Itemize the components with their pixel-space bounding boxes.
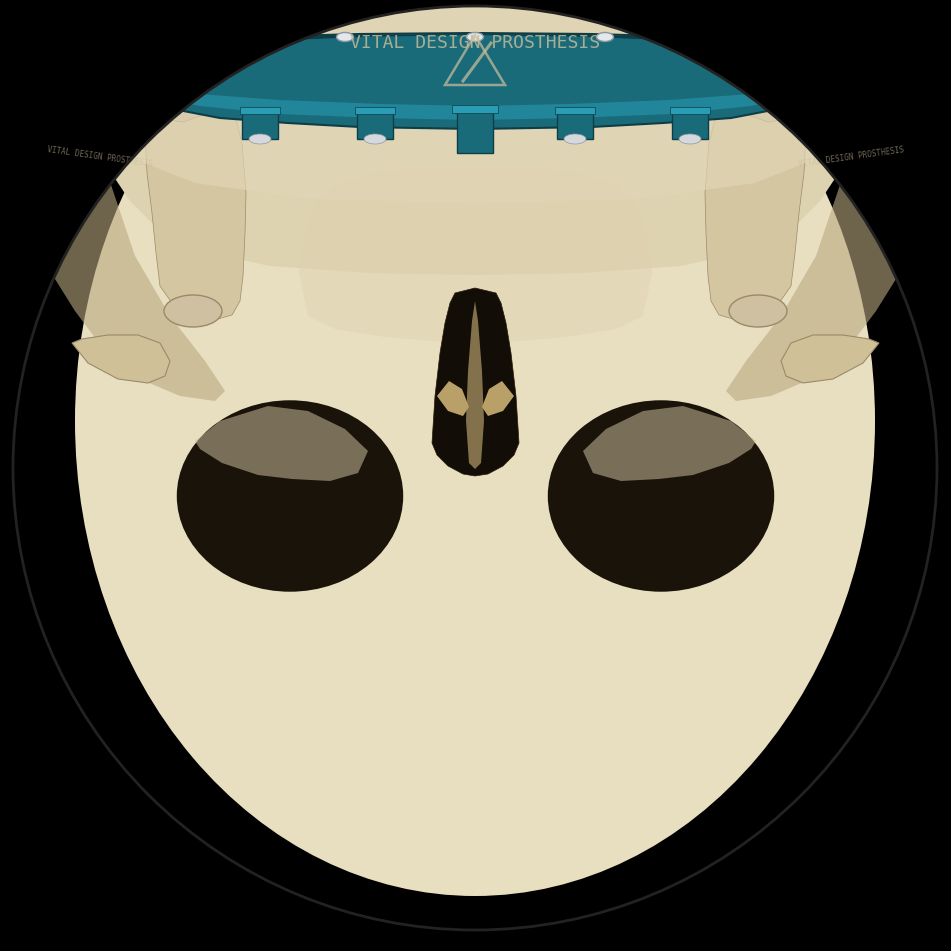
Bar	[357, 111, 393, 139]
Polygon shape	[50, 0, 225, 401]
Polygon shape	[726, 0, 901, 401]
Bar	[355, 107, 395, 114]
Ellipse shape	[164, 295, 222, 327]
Bar	[672, 111, 708, 139]
Bar	[242, 111, 278, 139]
Polygon shape	[432, 288, 519, 476]
Ellipse shape	[564, 134, 586, 144]
Ellipse shape	[546, 398, 776, 593]
Bar	[670, 107, 710, 114]
Polygon shape	[781, 335, 879, 383]
Ellipse shape	[175, 398, 405, 593]
Polygon shape	[155, 86, 798, 120]
Polygon shape	[437, 381, 469, 416]
Ellipse shape	[364, 134, 386, 144]
Polygon shape	[148, 33, 803, 129]
Polygon shape	[142, 27, 231, 122]
Text: VITAL DESIGN PROSTHESIS: VITAL DESIGN PROSTHESIS	[47, 146, 153, 168]
Ellipse shape	[337, 32, 354, 42]
Bar	[452, 105, 498, 113]
Polygon shape	[95, 0, 856, 203]
Bar	[555, 107, 595, 114]
Polygon shape	[145, 53, 246, 319]
Text: VITAL DESIGN PROSTHESIS: VITAL DESIGN PROSTHESIS	[350, 34, 601, 51]
Ellipse shape	[679, 134, 701, 144]
Polygon shape	[720, 27, 809, 122]
Text: VITAL DESIGN PROSTHESIS: VITAL DESIGN PROSTHESIS	[798, 146, 904, 168]
Bar	[557, 111, 593, 139]
Ellipse shape	[467, 32, 483, 42]
Polygon shape	[195, 406, 368, 481]
Bar	[240, 107, 280, 114]
Ellipse shape	[75, 0, 875, 896]
Polygon shape	[72, 335, 170, 383]
Polygon shape	[152, 34, 799, 61]
Polygon shape	[705, 53, 806, 319]
Polygon shape	[482, 381, 514, 416]
Polygon shape	[95, 0, 856, 275]
Polygon shape	[466, 301, 484, 469]
Polygon shape	[583, 406, 756, 481]
Bar	[457, 111, 493, 153]
Polygon shape	[299, 167, 652, 342]
Ellipse shape	[249, 134, 271, 144]
Ellipse shape	[729, 295, 787, 327]
Ellipse shape	[596, 32, 613, 42]
